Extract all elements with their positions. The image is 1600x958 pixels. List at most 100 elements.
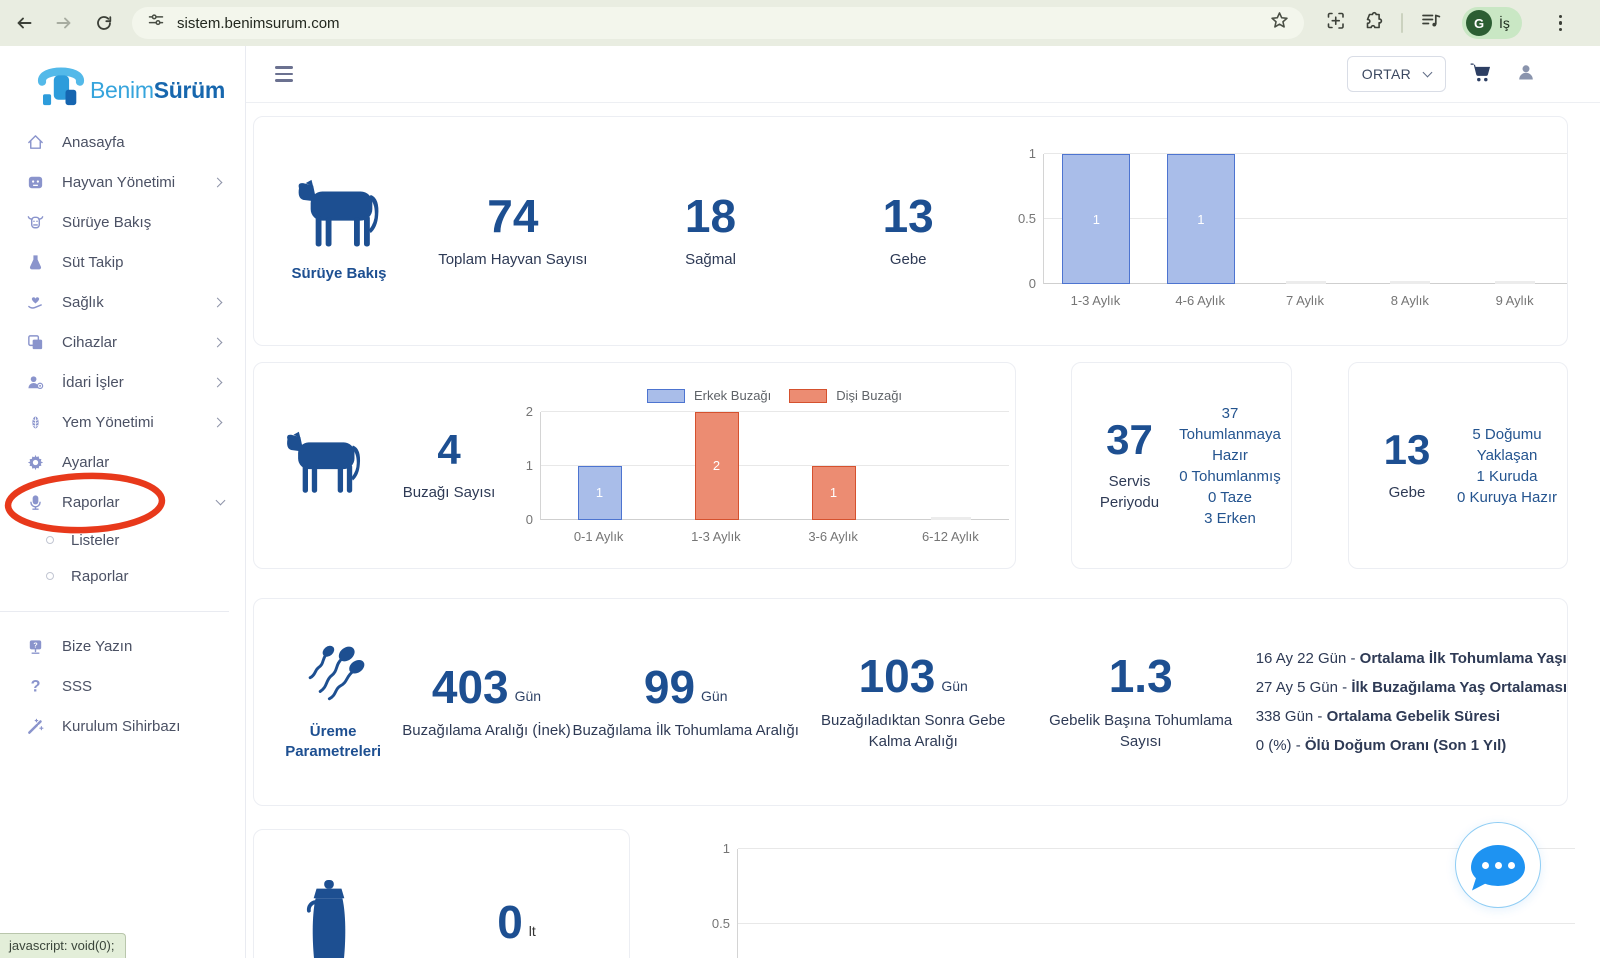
pregnancy-age-chart: 0 0.5 1 1 1 1-3 Aylık 4-6 Aylık 7 Aylık 8 Aylık 9… — [1007, 146, 1568, 308]
cow-icon — [293, 179, 385, 253]
nav-label: Raporlar — [62, 493, 120, 511]
nav-label: İdari İşler — [62, 373, 124, 391]
sidebar-item-sut-takip[interactable]: Süt Takip — [0, 242, 245, 282]
chart-bar: 1 — [811, 465, 856, 520]
calf-count: 4 Buzağı Sayısı — [402, 426, 496, 501]
forward-icon[interactable] — [54, 13, 74, 33]
sidebar-subitem-raporlar[interactable]: Raporlar — [0, 558, 245, 594]
nav-label: Cihazlar — [62, 333, 118, 351]
chevron-right-icon — [212, 297, 223, 307]
herd-overview-card: Sürüye Bakış 74 Toplam Hayvan Sayısı 18 … — [253, 116, 1568, 346]
milk-card: 0 lt — [253, 829, 630, 958]
breakdown-line: 0 Tohumlanmış — [1179, 467, 1281, 485]
reload-icon[interactable] — [94, 13, 114, 33]
service-period-card: 37 Servis Periyodu 37 Tohumlanmaya Hazır… — [1071, 362, 1292, 569]
cart-icon[interactable] — [1469, 61, 1493, 88]
stat-pregnant: 13 Gebe — [882, 189, 934, 269]
browser-toolbar: sistem.benimsurum.com G İş — [0, 0, 1600, 46]
nav-label: Hayvan Yönetimi — [62, 173, 176, 191]
logo-text: BenimSürüm — [90, 77, 226, 103]
sidebar-subnav: Listeler Raporlar — [0, 522, 245, 594]
status-bar: javascript: void(0); — [0, 933, 127, 958]
sidebar-subitem-listeler[interactable]: Listeler — [0, 522, 245, 558]
breeding-card-title: Üreme Parametreleri — [285, 722, 382, 760]
sidebar-item-sss[interactable]: ? SSS — [0, 666, 245, 706]
chat-fab[interactable] — [1455, 822, 1541, 908]
sidebar-item-bize-yazin[interactable]: ? Bize Yazın — [0, 626, 245, 666]
address-bar[interactable]: sistem.benimsurum.com — [132, 7, 1304, 39]
milk-can-icon — [254, 880, 404, 958]
summary-line: 338 Gün - Ortalama Gebelik Süresi — [1255, 708, 1501, 725]
legend-item: Erkek Buzağı — [646, 388, 771, 403]
browser-menu-icon[interactable] — [1555, 11, 1567, 36]
stat-total-animals: 74 Toplam Hayvan Sayısı — [438, 189, 588, 269]
nav-label: Sağlık — [62, 293, 104, 311]
calf-card: 4 Buzağı Sayısı Erkek Buzağı Dişi Buzağı 0… — [253, 362, 1016, 569]
breakdown-line: 5 Doğumu Yaklaşan — [1472, 425, 1542, 464]
svg-text:?: ? — [33, 641, 37, 649]
health-icon — [25, 293, 45, 312]
zero-mark — [1494, 281, 1535, 284]
sidebar-item-yem-yonetimi[interactable]: Yem Yönetimi — [0, 402, 245, 442]
sidebar-item-ayarlar[interactable]: Ayarlar — [0, 442, 245, 482]
nav-label: SSS — [62, 677, 93, 695]
sidebar-item-saglik[interactable]: Sağlık — [0, 282, 245, 322]
nav-label: Kurulum Sihirbazı — [62, 717, 181, 735]
back-icon[interactable] — [14, 13, 34, 33]
farm-selector-dropdown[interactable]: ORTAR — [1346, 56, 1446, 92]
stat-calving-interval: 403 Gün Buzağılama Aralığı (İnek) — [402, 660, 571, 740]
admin-icon — [25, 373, 45, 392]
sidebar-item-suruye-bakis[interactable]: Sürüye Bakış — [0, 202, 245, 242]
milk-total: 0 lt — [497, 896, 536, 948]
calf-age-chart: Erkek Buzağı Dişi Buzağı 0 1 2 1 2 1 0-1 Aylık 1-… — [504, 388, 1009, 544]
chart-column: 1 — [775, 412, 892, 520]
sidebar-item-cihazlar[interactable]: Cihazlar — [0, 322, 245, 362]
sidebar-divider — [0, 611, 229, 612]
stat-first-insemination-interval: 99 Gün Buzağılama İlk Tohumlama Aralığı — [572, 660, 799, 740]
service-period-breakdown: 37 Tohumlanmaya Hazır 0 Tohumlanmış 0 Taze… — [1169, 403, 1291, 529]
wizard-icon — [25, 717, 45, 736]
milk-chart: 00.51 — [701, 841, 1575, 958]
avatar: G — [1466, 10, 1492, 36]
sidebar: BenimSürüm Anasayfa Hayvan Yönetimi Sürüye… — [0, 46, 246, 958]
sidebar-item-anasayfa[interactable]: Anasayfa — [0, 122, 245, 162]
home-icon — [25, 133, 45, 152]
stat-inseminations-per-pregnancy: 1.3 Gebelik Başına Tohumlama Sayısı — [1049, 650, 1233, 750]
user-icon[interactable] — [1516, 62, 1536, 87]
chat-bubble-icon — [1471, 844, 1525, 886]
chart-bar: 1 — [1062, 154, 1131, 284]
hamburger-menu-icon[interactable] — [269, 60, 299, 87]
sidebar-item-raporlar[interactable]: Raporlar — [0, 482, 245, 522]
sidebar-item-kurulum-sihirbazi[interactable]: Kurulum Sihirbazı — [0, 706, 245, 746]
app-logo[interactable]: BenimSürüm — [0, 46, 245, 122]
chevron-right-icon — [212, 377, 223, 387]
question-icon: ? — [25, 677, 45, 696]
capture-icon[interactable] — [1325, 10, 1346, 36]
bullet-icon — [46, 572, 54, 580]
bookmark-star-icon[interactable] — [1269, 10, 1290, 36]
breakdown-line: 3 Erken — [1204, 509, 1256, 527]
sidebar-item-hayvan-yonetimi[interactable]: Hayvan Yönetimi — [0, 162, 245, 202]
profile-name: İş — [1499, 15, 1510, 31]
feed-icon — [25, 413, 45, 432]
sidebar-item-i-dari-i-sler[interactable]: İdari İşler — [0, 362, 245, 402]
site-info-icon[interactable] — [146, 11, 166, 36]
chart-column — [1462, 154, 1567, 284]
chevron-down-icon — [1422, 67, 1433, 77]
content-header: ORTAR — [246, 46, 1600, 103]
chevron-right-icon — [212, 417, 223, 427]
chart-bar: 1 — [1166, 154, 1235, 284]
zero-mark — [1285, 281, 1326, 284]
nav-label: Yem Yönetimi — [62, 413, 154, 431]
pregnant-breakdown: 5 Doğumu Yaklaşan 1 Kuruda 0 Kuruya Hazır — [1447, 424, 1567, 508]
breeding-summary-list: 16 Ay 22 Gün - Ortalama İlk Tohumlama Ya… — [1256, 644, 1567, 760]
chart-plot-area: 0 0.5 1 1 1 — [1018, 146, 1568, 291]
extensions-puzzle-icon[interactable] — [1363, 10, 1384, 36]
stat-conception-interval: 103 Gün Buzağıladıktan Sonra Gebe Kalma A… — [821, 650, 1006, 750]
reading-list-icon[interactable] — [1420, 10, 1441, 36]
nav-label: Sürüye Bakış — [62, 213, 152, 231]
sperm-icon — [300, 645, 366, 711]
profile-chip[interactable]: G İş — [1462, 7, 1522, 39]
zero-mark — [930, 516, 971, 520]
sidebar-footer-nav: ? Bize Yazın? SSS Kurulum Sihirbazı — [0, 626, 245, 746]
